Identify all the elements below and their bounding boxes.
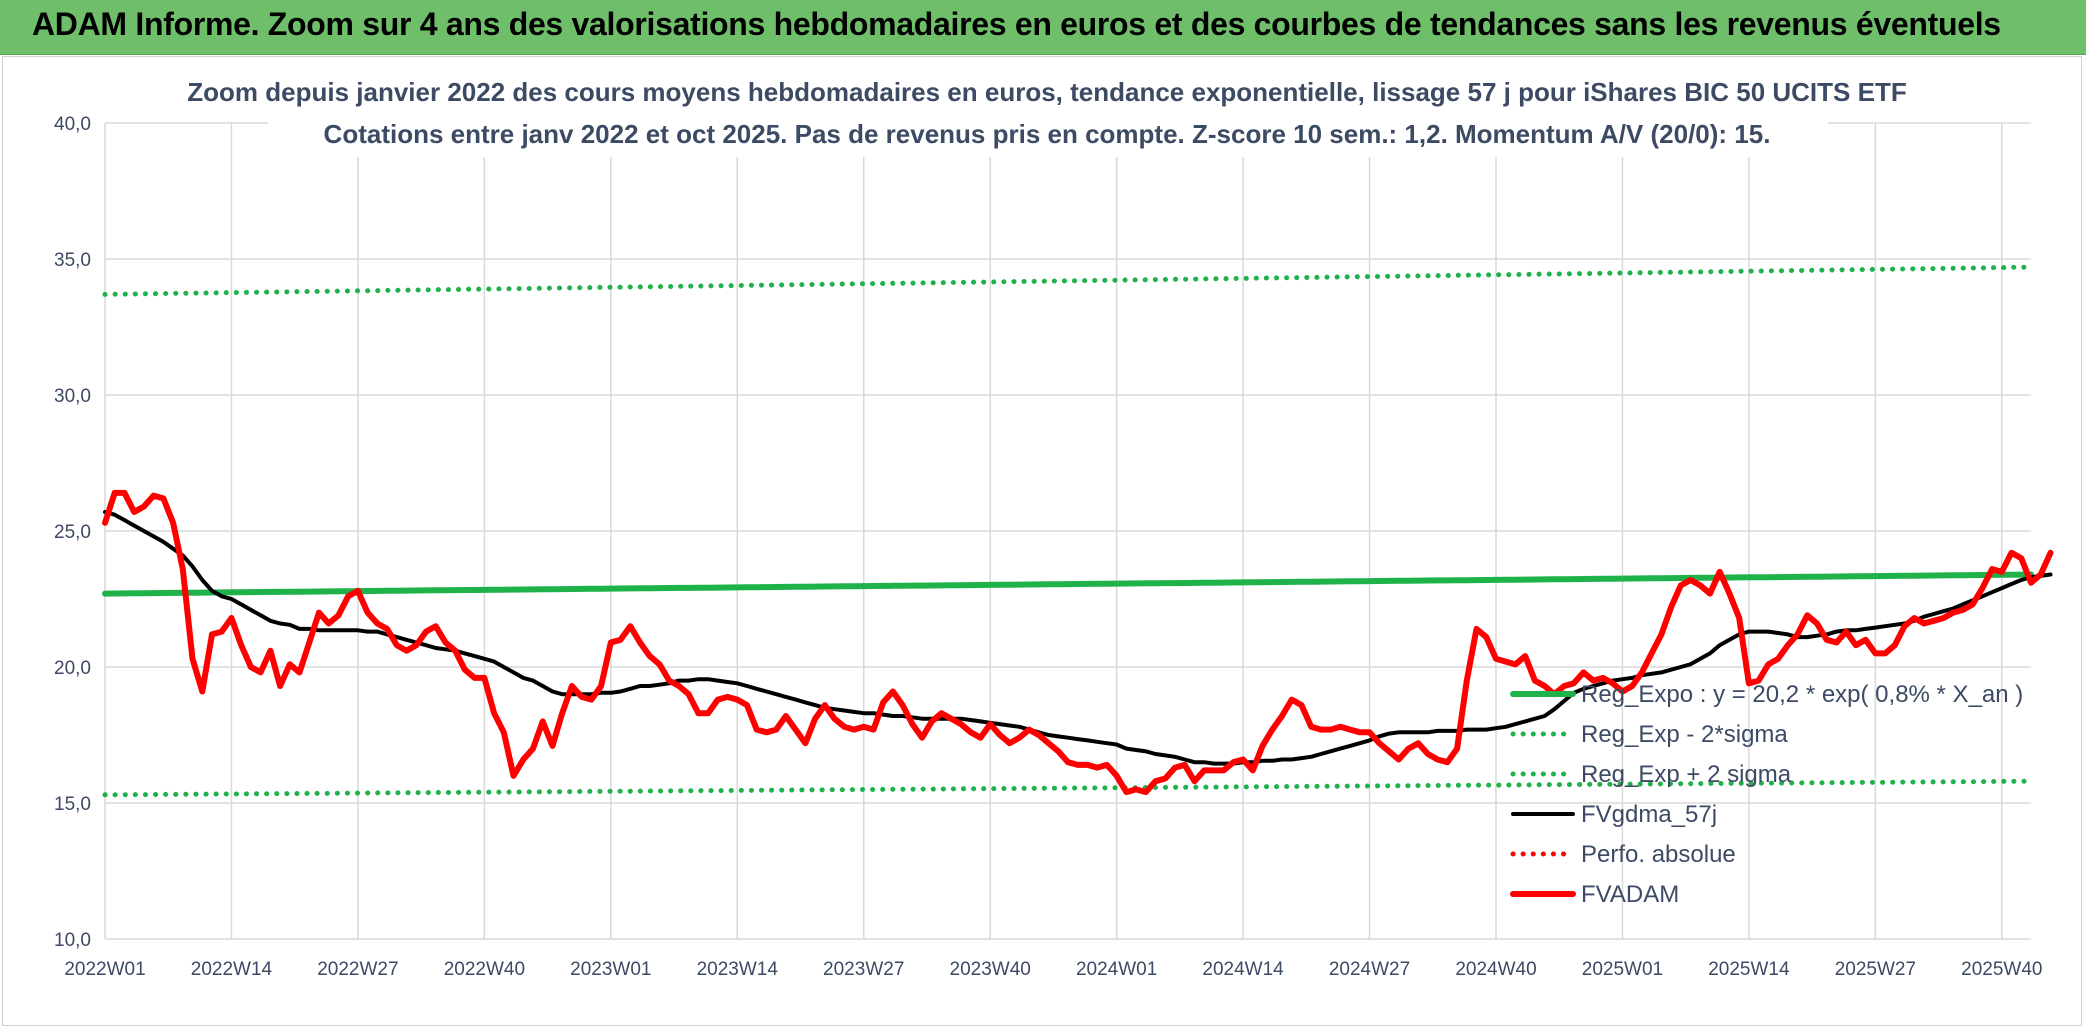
series-line-2 bbox=[102, 264, 2034, 297]
chart-title: Zoom depuis janvier 2022 des cours moyen… bbox=[187, 77, 1906, 107]
series-line-3 bbox=[103, 510, 2053, 766]
y-tick-label: 40,0 bbox=[54, 114, 91, 135]
x-tick-label: 2023W01 bbox=[570, 959, 651, 980]
y-axis-ticks: 10,0 15,0 20,0 25,0 30,0 35,0 40,0 bbox=[54, 114, 91, 951]
x-tick-label: 2023W40 bbox=[950, 959, 1031, 980]
x-axis-ticks: 2022W01 2022W14 2022W27 2022W40 2023W01 2023W… bbox=[64, 959, 2042, 980]
y-tick-label: 20,0 bbox=[54, 658, 91, 679]
x-tick-label: 2022W01 bbox=[64, 959, 145, 980]
x-tick-label: 2025W27 bbox=[1835, 959, 1916, 980]
x-tick-label: 2022W27 bbox=[317, 959, 398, 980]
x-tick-label: 2025W14 bbox=[1708, 959, 1790, 980]
series-line-0 bbox=[102, 571, 2034, 597]
banner-title: ADAM Informe. Zoom sur 4 ans des valoris… bbox=[32, 6, 2001, 42]
x-tick-label: 2022W14 bbox=[191, 959, 273, 980]
report-banner: ADAM Informe. Zoom sur 4 ans des valoris… bbox=[0, 0, 2086, 55]
y-tick-label: 30,0 bbox=[54, 386, 91, 407]
y-tick-label: 25,0 bbox=[54, 522, 91, 543]
legend-label: Perfo. absolue bbox=[1581, 841, 1736, 868]
chart-legend: Reg_Expo : y = 20,2 * exp( 0,8% * X_an )… bbox=[1510, 681, 2023, 908]
legend-label: FVgdma_57j bbox=[1581, 801, 1717, 828]
y-tick-label: 10,0 bbox=[54, 930, 91, 951]
chart-frame: 10,0 15,0 20,0 25,0 30,0 35,0 40,0 2022W01 2022… bbox=[2, 56, 2082, 1026]
series-line-1 bbox=[102, 778, 2034, 798]
series-line-5 bbox=[102, 489, 2054, 796]
x-tick-label: 2024W14 bbox=[1202, 959, 1284, 980]
chart-subtitle: Cotations entre janv 2022 et oct 2025. P… bbox=[324, 119, 1771, 149]
legend-label: Reg_Exp - 2*sigma bbox=[1581, 721, 1788, 748]
title-background bbox=[268, 61, 1828, 157]
x-tick-label: 2023W14 bbox=[697, 959, 779, 980]
chart-series bbox=[102, 264, 2054, 798]
y-tick-label: 15,0 bbox=[54, 794, 91, 815]
line-chart: 10,015,020,025,030,035,040,0 2022W01 2022… bbox=[54, 61, 2054, 980]
x-tick-label: 2024W01 bbox=[1076, 959, 1157, 980]
x-tick-label: 2024W40 bbox=[1455, 959, 1536, 980]
y-tick-label: 35,0 bbox=[54, 250, 91, 271]
chart-grid bbox=[104, 122, 2031, 940]
legend-label: Reg_Expo : y = 20,2 * exp( 0,8% * X_an ) bbox=[1581, 681, 2023, 708]
legend-label: Reg_Exp + 2 sigma bbox=[1581, 761, 1792, 788]
x-tick-label: 2024W27 bbox=[1329, 959, 1410, 980]
x-tick-label: 2022W40 bbox=[444, 959, 525, 980]
x-tick-label: 2025W01 bbox=[1582, 959, 1663, 980]
legend-label: FVADAM bbox=[1581, 881, 1679, 908]
x-tick-label: 2023W27 bbox=[823, 959, 904, 980]
x-tick-label: 2025W40 bbox=[1961, 959, 2042, 980]
